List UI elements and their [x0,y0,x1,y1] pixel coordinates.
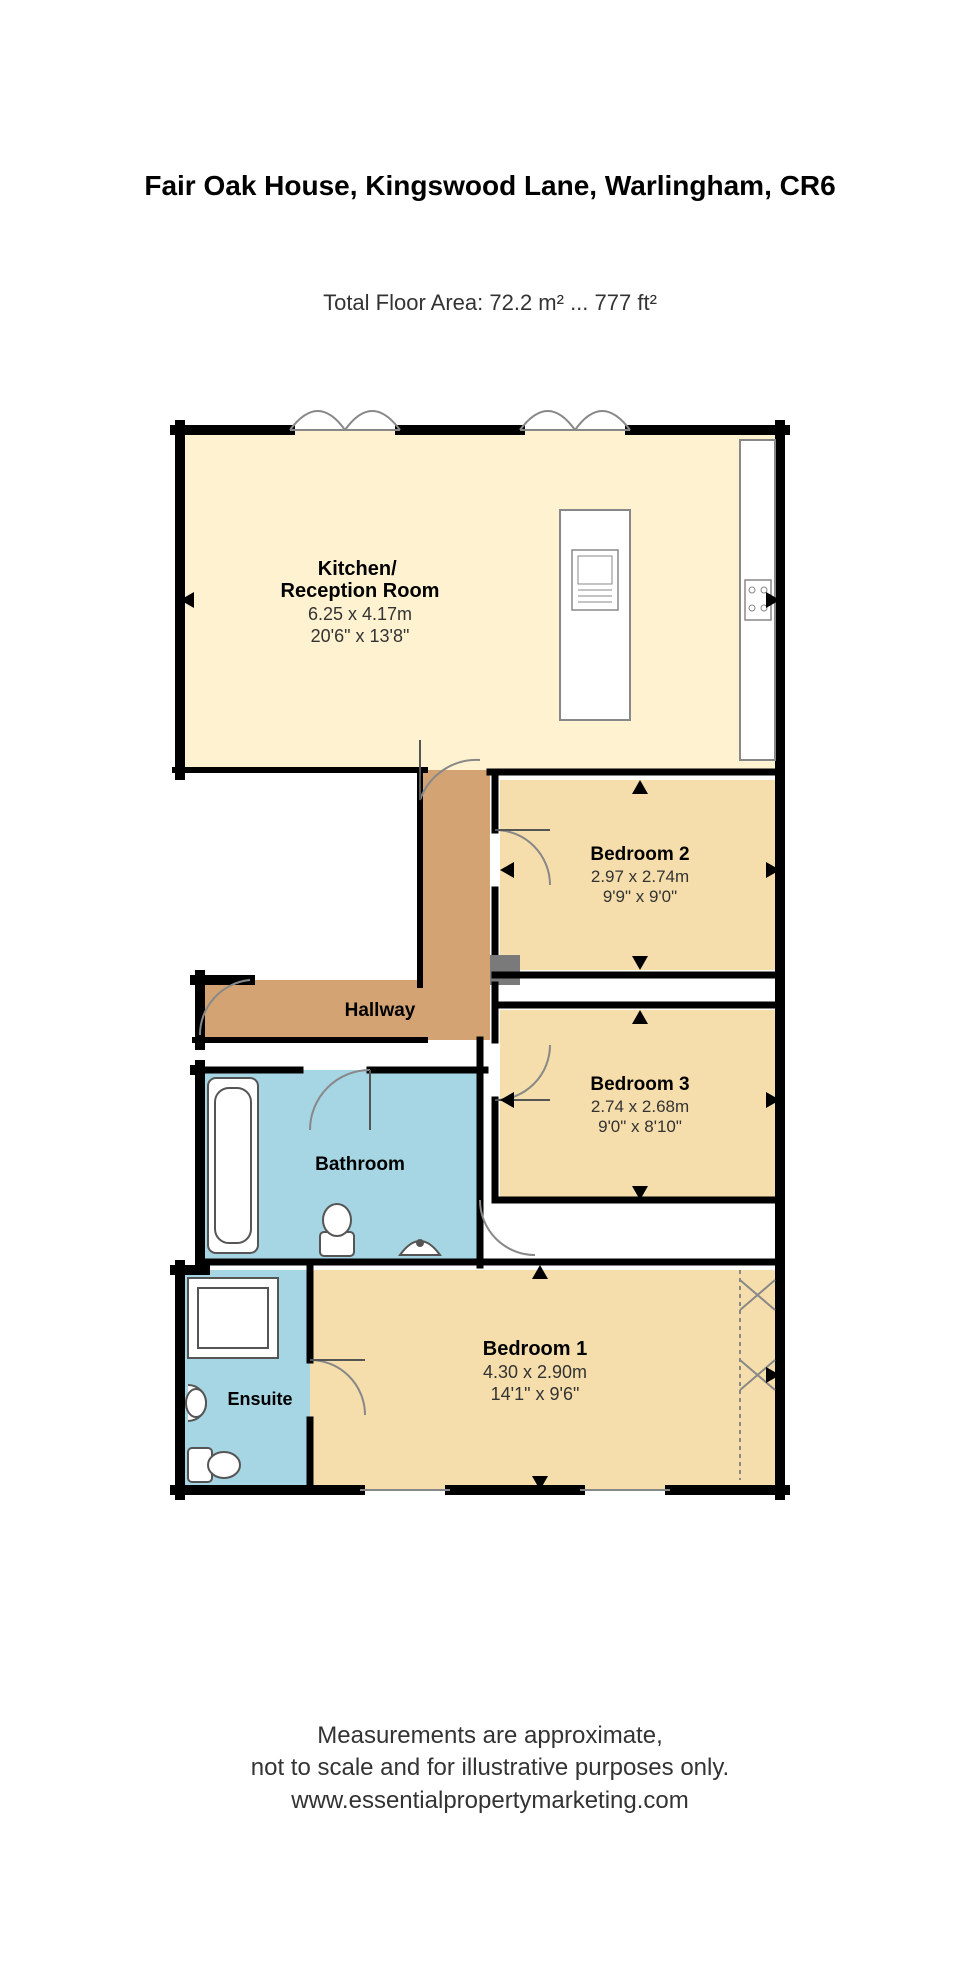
kitchen-name2: Reception Room [281,580,440,602]
kitchen-name1: Kitchen/ [318,558,397,580]
kitchen-fill [180,430,780,800]
hallway-name: Hallway [345,1000,416,1021]
disclaimer-line1: Measurements are approximate, [0,1720,980,1752]
floorplan-diagram: Kitchen/ Reception Room 6.25 x 4.17m 20'… [140,400,840,1600]
bedroom3-dims-m: 2.74 x 2.68m [591,1097,689,1116]
page-title: Fair Oak House, Kingswood Lane, Warlingh… [0,170,980,202]
kitchen-dims-ft: 20'6" x 13'8" [311,626,410,646]
kitchen-dims-m: 6.25 x 4.17m [308,604,412,624]
bedroom2-dims-ft: 9'9" x 9'0" [603,887,677,906]
page-root: Fair Oak House, Kingswood Lane, Warlingh… [0,0,980,1966]
bedroom2-dims-m: 2.97 x 2.74m [591,867,689,886]
bedroom1-dims-m: 4.30 x 2.90m [483,1362,587,1382]
bedroom1-dims-ft: 14'1" x 9'6" [491,1384,580,1404]
ensuite-name: Ensuite [227,1389,292,1409]
disclaimer-block: Measurements are approximate, not to sca… [0,1720,980,1817]
bedroom3-name: Bedroom 3 [590,1074,689,1095]
floor-area-subtitle: Total Floor Area: 72.2 m² ... 777 ft² [0,290,980,316]
bedroom2-name: Bedroom 2 [590,844,689,865]
disclaimer-line2: not to scale and for illustrative purpos… [0,1752,980,1784]
disclaimer-line3: www.essentialpropertymarketing.com [0,1785,980,1817]
bathroom-name: Bathroom [315,1154,405,1175]
bedroom3-dims-ft: 9'0" x 8'10" [598,1117,682,1136]
bedroom1-name: Bedroom 1 [483,1338,587,1360]
